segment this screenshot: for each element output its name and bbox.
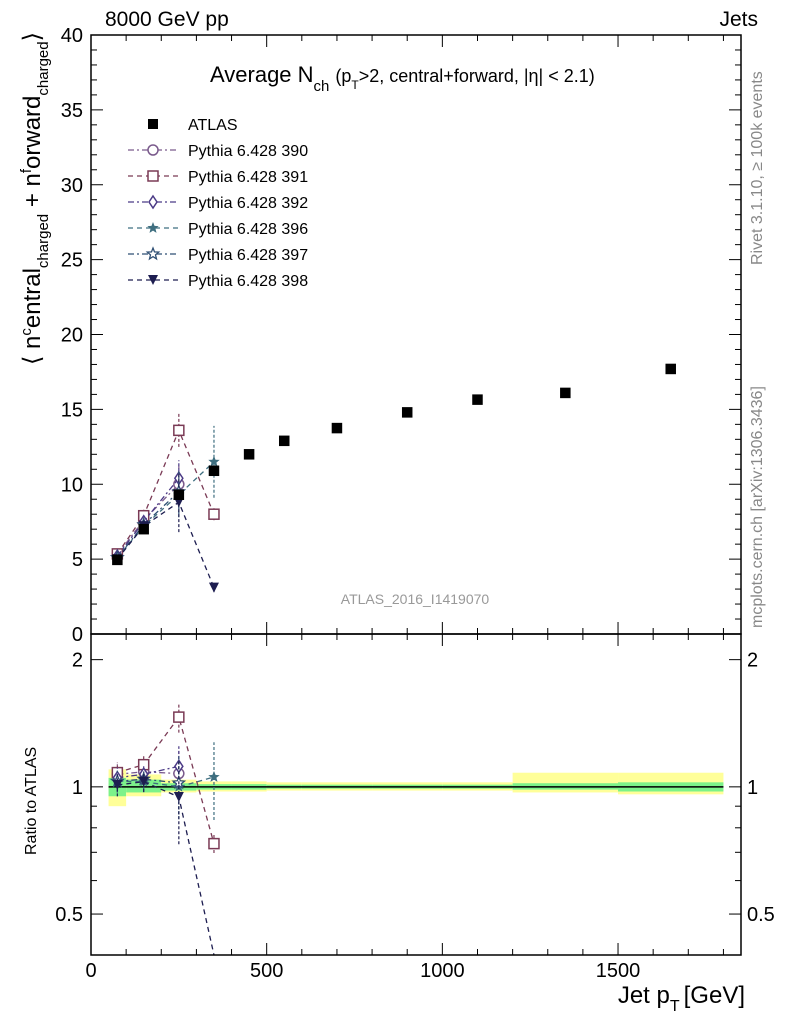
atlas-data-point [472, 394, 483, 405]
legend-marker [145, 246, 161, 261]
y-tick-label: 15 [61, 399, 83, 421]
ratio-y-tick-label: 2 [72, 650, 83, 672]
y-tick-label: 35 [61, 100, 83, 122]
ratio-y-tick-label: 0.5 [55, 904, 83, 926]
plot-title: Average Nch(pT>2, central+forward, |η| <… [210, 62, 595, 95]
legend-label: Pythia 6.428 397 [188, 247, 308, 264]
ratio-y-tick-label-right: 1 [747, 777, 758, 799]
legend-marker [147, 170, 159, 182]
y-tick-label: 5 [72, 549, 83, 571]
y-tick-label: 0 [72, 624, 83, 646]
mcplots-label: mcplots.cern.ch [arXiv:1306.3436] [749, 386, 766, 628]
x-tick-label: 1500 [596, 960, 641, 982]
mc-ratio-point [208, 771, 220, 782]
mc-line-ratio [117, 781, 215, 956]
ratio-y-tick-label: 1 [72, 777, 83, 799]
legend-marker [148, 275, 158, 285]
legend-marker [147, 222, 159, 233]
atlas-data-point [243, 449, 255, 460]
svg-text:⟨ ncentralcharged + nforwardch: ⟨ ncentralcharged + nforwardcharged⟩ [18, 32, 52, 365]
mc-ratio-point [173, 791, 184, 802]
legend-label: Pythia 6.428 396 [188, 221, 308, 238]
mc-point [208, 508, 220, 520]
rivet-label: Rivet 3.1.10, ≥ 100k events [749, 71, 766, 265]
header-energy: 8000 GeV pp [105, 8, 229, 31]
mc-line-main [116, 501, 215, 588]
mc-point [208, 582, 219, 593]
analysis-watermark: ATLAS_2016_I1419070 [341, 591, 490, 607]
atlas-data-point [173, 489, 185, 500]
legend-label: ATLAS [188, 117, 238, 134]
mc-line-ratio [117, 715, 215, 844]
atlas-data-point [665, 363, 676, 375]
atlas-data-point [401, 407, 413, 418]
legend-label: Pythia 6.428 392 [188, 195, 308, 212]
y-axis-label: ⟨ ncentralcharged + nforwardcharged⟩ [18, 32, 52, 365]
legend-marker [148, 194, 158, 210]
y-tick-label: 20 [61, 325, 83, 347]
mc-point [208, 455, 220, 467]
atlas-data-point [278, 435, 290, 447]
y-tick-label: 25 [61, 250, 83, 272]
legend-label: Pythia 6.428 390 [188, 143, 308, 160]
mc-line-main [116, 428, 215, 555]
x-tick-label: 500 [250, 960, 283, 982]
mc-ratio-point [112, 780, 123, 791]
x-tick-label: 0 [85, 960, 96, 982]
ratio-y-label: Ratio to ATLAS [23, 747, 40, 855]
x-tick-label: 1000 [420, 960, 465, 982]
ratio-y-tick-label-right: 0.5 [747, 904, 775, 926]
legend-marker [147, 144, 159, 156]
x-axis-label: Jet pT [GeV] [618, 982, 745, 1015]
ratio-y-tick-label-right: 2 [747, 650, 758, 672]
mc-ratio-point [173, 711, 185, 723]
legend-label: Pythia 6.428 391 [188, 169, 308, 186]
mc-ratio-point [208, 837, 220, 850]
mc-line-main [116, 461, 215, 559]
atlas-data-point [331, 422, 343, 434]
legend-marker [148, 119, 158, 129]
mc-ratio-point [138, 776, 149, 787]
legend-label: Pythia 6.428 398 [188, 273, 308, 290]
ratio-plot-frame [90, 633, 742, 956]
atlas-data-point [112, 554, 123, 566]
atlas-data-point [560, 387, 571, 399]
y-tick-label: 30 [61, 175, 83, 197]
y-tick-label: 10 [61, 474, 83, 496]
atlas-data-point [208, 465, 220, 477]
mc-line-ratio [117, 776, 215, 788]
y-tick-label: 40 [61, 25, 83, 47]
atlas-data-point [138, 523, 149, 535]
mc-point [173, 424, 185, 437]
header-process: Jets [719, 8, 758, 31]
